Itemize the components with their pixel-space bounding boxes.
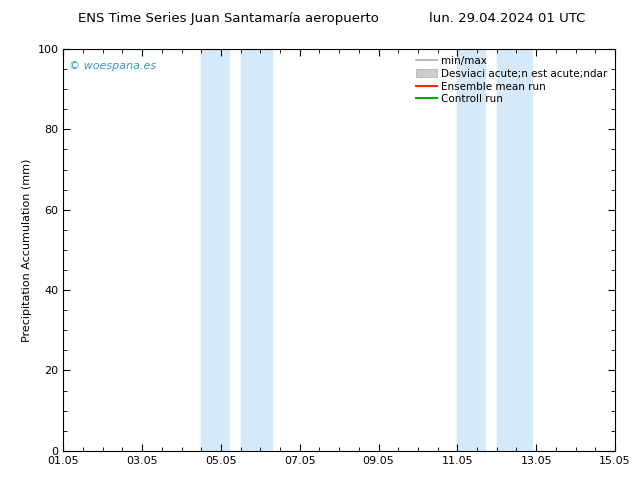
Bar (497, 49, 533, 451)
Bar (457, 49, 485, 451)
Legend: min/max, Desviaci acute;n est acute;ndar, Ensemble mean run, Controll run: min/max, Desviaci acute;n est acute;ndar… (412, 52, 612, 108)
Text: lun. 29.04.2024 01 UTC: lun. 29.04.2024 01 UTC (429, 12, 585, 25)
Bar (241, 49, 272, 451)
Text: © woespana.es: © woespana.es (69, 61, 156, 71)
Text: ENS Time Series Juan Santamaría aeropuerto: ENS Time Series Juan Santamaría aeropuer… (78, 12, 378, 25)
Bar (202, 49, 229, 451)
Y-axis label: Precipitation Accumulation (mm): Precipitation Accumulation (mm) (22, 158, 32, 342)
